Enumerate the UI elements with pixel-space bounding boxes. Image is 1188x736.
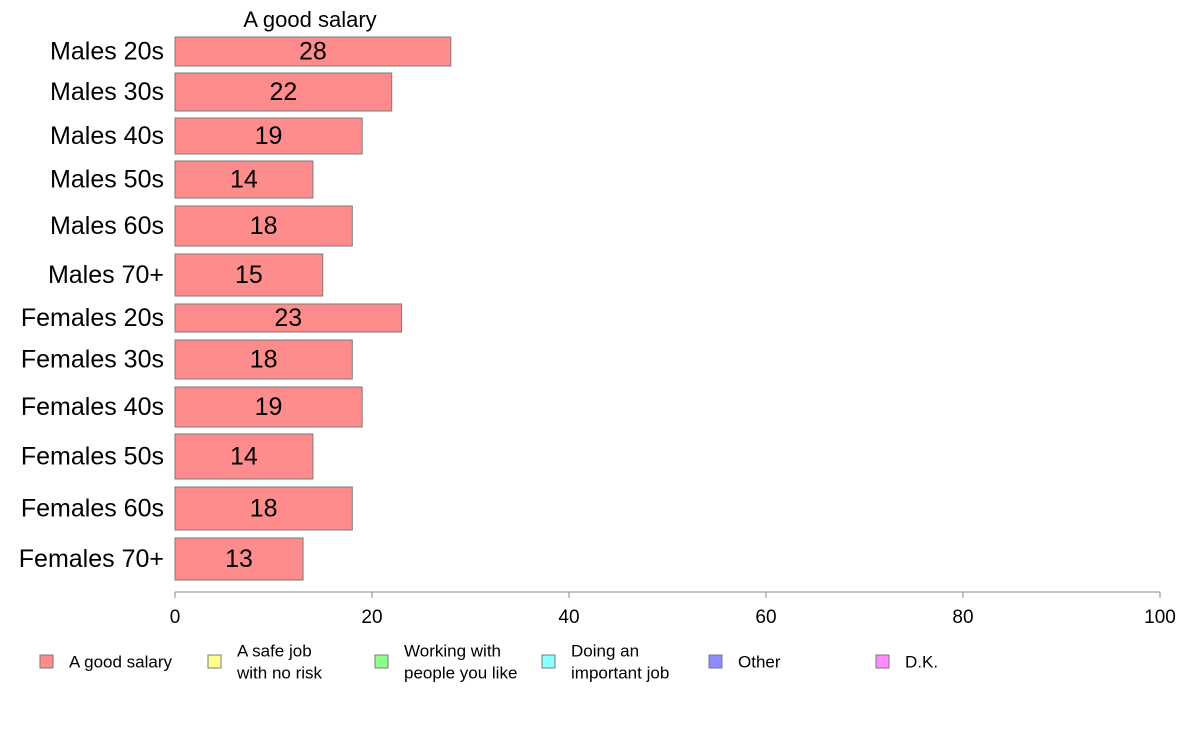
category-label: Females 50s bbox=[21, 443, 164, 471]
x-tick-label: 60 bbox=[755, 607, 776, 628]
bar-value-label: 18 bbox=[250, 212, 278, 240]
legend-label: important job bbox=[571, 664, 669, 683]
category-label: Males 60s bbox=[50, 212, 164, 240]
legend-label: with no risk bbox=[236, 664, 323, 683]
category-label: Females 40s bbox=[21, 393, 164, 421]
x-tick-label: 100 bbox=[1144, 607, 1176, 628]
legend-label: Other bbox=[738, 653, 781, 672]
category-label: Males 50s bbox=[50, 166, 164, 194]
legend-swatch bbox=[875, 654, 890, 669]
category-label: Females 70+ bbox=[19, 545, 164, 573]
bar-value-label: 23 bbox=[274, 304, 302, 332]
bar bbox=[174, 72, 393, 112]
x-axis: 0 20 40 60 80 100 bbox=[170, 591, 1176, 628]
bar bbox=[174, 117, 363, 155]
category-label: Males 70+ bbox=[48, 261, 164, 289]
category-label: Females 30s bbox=[21, 346, 164, 374]
bar bbox=[174, 537, 304, 581]
category-label: Males 30s bbox=[50, 78, 164, 106]
bar-value-label: 18 bbox=[250, 495, 278, 523]
bar bbox=[174, 253, 324, 297]
legend-label: D.K. bbox=[905, 653, 938, 672]
bar-value-label: 19 bbox=[255, 393, 283, 421]
bar bbox=[174, 339, 353, 380]
legend-label: A safe job bbox=[237, 642, 312, 661]
bars-group: 28 Males 20s 22 Males 30s 19 Males 40s 14 Males… bbox=[19, 36, 452, 581]
bar bbox=[174, 205, 353, 247]
category-label: Males 40s bbox=[50, 122, 164, 150]
category-label: Females 20s bbox=[21, 304, 164, 332]
legend-swatch bbox=[541, 654, 556, 669]
bar-value-label: 22 bbox=[269, 78, 297, 106]
x-tick-label: 20 bbox=[361, 607, 382, 628]
chart-title: A good salary bbox=[243, 7, 376, 32]
bar-value-label: 14 bbox=[230, 443, 258, 471]
bar-value-label: 18 bbox=[250, 346, 278, 374]
bar-value-label: 14 bbox=[230, 166, 258, 194]
category-label: Females 60s bbox=[21, 495, 164, 523]
legend-swatch bbox=[39, 654, 54, 669]
x-tick-label: 40 bbox=[558, 607, 579, 628]
legend: A good salary A safe job with no risk Worki… bbox=[39, 642, 938, 683]
x-tick-label: 0 bbox=[170, 607, 181, 628]
bar bbox=[174, 433, 314, 480]
bar bbox=[174, 486, 353, 531]
legend-swatch bbox=[708, 654, 723, 669]
legend-label: people you like bbox=[404, 664, 517, 683]
legend-label: A good salary bbox=[69, 653, 173, 672]
bar bbox=[174, 36, 452, 67]
bar bbox=[174, 386, 363, 428]
x-tick-label: 80 bbox=[952, 607, 973, 628]
legend-label: Working with bbox=[404, 642, 501, 661]
legend-swatch bbox=[374, 654, 389, 669]
bar-value-label: 19 bbox=[255, 122, 283, 150]
bar-value-label: 13 bbox=[225, 545, 253, 573]
bar bbox=[174, 303, 403, 333]
bar-value-label: 28 bbox=[299, 38, 327, 66]
category-label: Males 20s bbox=[50, 38, 164, 66]
legend-swatch bbox=[207, 654, 222, 669]
bar-value-label: 15 bbox=[235, 261, 263, 289]
legend-label: Doing an bbox=[571, 642, 639, 661]
bar bbox=[174, 160, 314, 199]
